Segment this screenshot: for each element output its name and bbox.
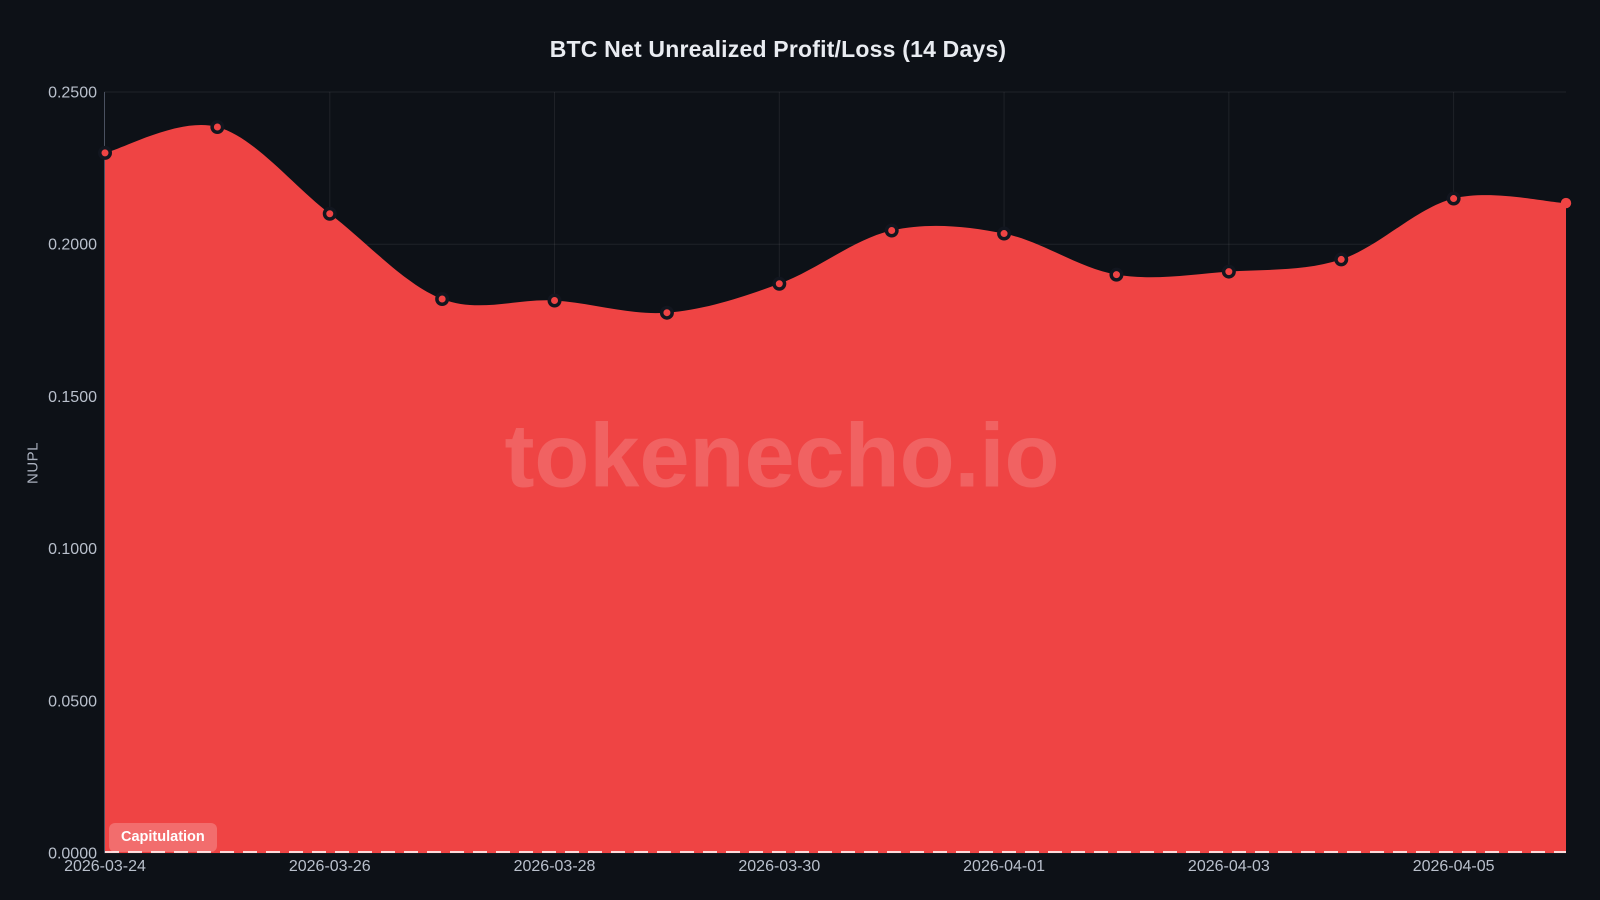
- data-point-marker[interactable]: [659, 305, 674, 320]
- x-tick-label: 2026-04-05: [1413, 858, 1495, 875]
- x-tick-label: 2026-04-03: [1188, 858, 1270, 875]
- x-tick-label: 2026-03-28: [514, 858, 596, 875]
- data-point-marker[interactable]: [1446, 191, 1461, 206]
- data-point-marker[interactable]: [210, 120, 225, 135]
- data-point-marker[interactable]: [772, 276, 787, 291]
- data-point-marker[interactable]: [1560, 197, 1572, 209]
- x-tick-label: 2026-03-24: [64, 858, 146, 875]
- x-tick-label: 2026-03-26: [289, 858, 371, 875]
- y-tick-label: 0.0000: [48, 846, 97, 863]
- y-axis-title: NUPL: [24, 441, 42, 485]
- y-tick-label: 0.2000: [48, 237, 97, 254]
- capitulation-badge: Capitulation: [109, 823, 217, 852]
- y-tick-label: 0.0500: [48, 693, 97, 710]
- data-point-marker[interactable]: [435, 291, 450, 306]
- data-point-marker[interactable]: [322, 206, 337, 221]
- x-tick-label: 2026-04-01: [963, 858, 1045, 875]
- data-point-marker[interactable]: [1109, 267, 1124, 282]
- data-point-marker[interactable]: [1221, 264, 1236, 279]
- y-tick-label: 0.1500: [48, 389, 97, 406]
- y-tick-label: 0.2500: [48, 85, 97, 102]
- data-point-marker[interactable]: [1334, 252, 1349, 267]
- data-point-marker[interactable]: [547, 293, 562, 308]
- chart-title: BTC Net Unrealized Profit/Loss (14 Days): [549, 36, 1007, 62]
- data-point-marker[interactable]: [997, 226, 1012, 241]
- data-point-marker[interactable]: [884, 223, 899, 238]
- data-point-marker[interactable]: [98, 145, 112, 160]
- nupl-area-fill: [105, 125, 1566, 853]
- y-tick-label: 0.1000: [48, 541, 97, 558]
- x-tick-label: 2026-03-30: [738, 858, 820, 875]
